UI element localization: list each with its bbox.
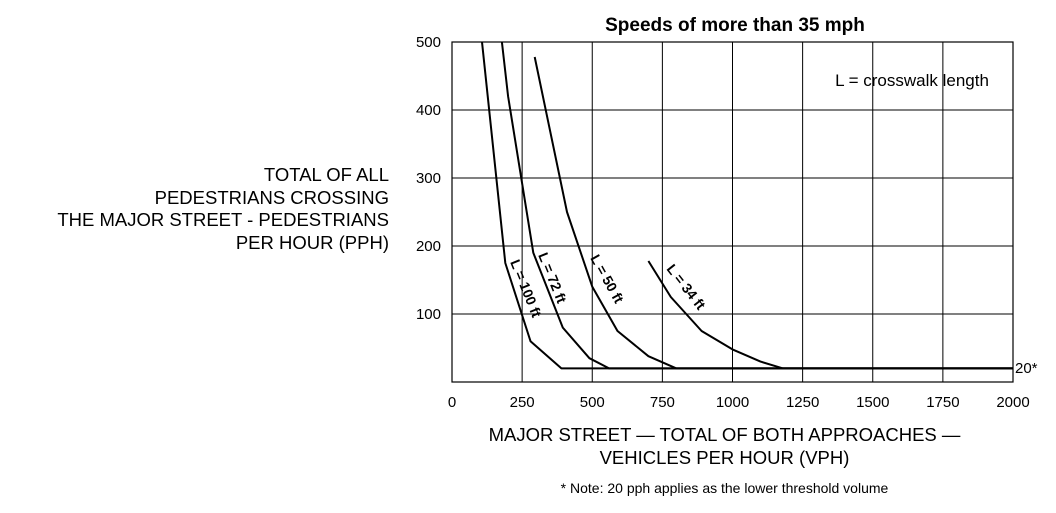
threshold-label: 20* <box>1015 360 1038 377</box>
x-tick-label: 1250 <box>786 394 819 411</box>
series-labels: L = 100 ftL = 72 ft L = 50 ft L = 34 ft <box>507 250 709 320</box>
y-axis-label-line: PEDESTRIANS CROSSING <box>154 186 389 208</box>
series-line-3 <box>647 260 1013 370</box>
y-tick-label: 500 <box>416 34 441 51</box>
x-tick-label: 1000 <box>716 394 749 411</box>
x-axis-label: MAJOR STREET — TOTAL OF BOTH APPROACHES … <box>452 424 997 469</box>
tick-labels: 0 250 500 750 1000 1250 1500 1750 2000 100 200 300 4… <box>416 34 1030 411</box>
y-axis-label-line: TOTAL OF ALL <box>263 164 389 185</box>
y-tick-label: 200 <box>416 238 441 255</box>
series-label-3: L = 34 ft <box>664 261 709 313</box>
y-axis-label-line: THE MAJOR STREET - PEDESTRIANS <box>57 209 389 230</box>
chart-title: Speeds of more than 35 mph <box>605 15 865 36</box>
x-tick-label: 0 <box>448 394 456 411</box>
series-lines <box>481 41 1013 370</box>
x-tick-label: 250 <box>510 394 535 411</box>
x-tick-label: 2000 <box>996 394 1029 411</box>
y-tick-label: 300 <box>416 170 441 187</box>
x-tick-label: 750 <box>650 394 675 411</box>
y-axis-label-line: PER HOUR (PPH) <box>235 231 389 253</box>
x-tick-label: 1750 <box>926 394 959 411</box>
y-tick-label: 400 <box>416 102 441 119</box>
x-axis-label-line: MAJOR STREET — TOTAL OF BOTH APPROACHES … <box>488 424 961 445</box>
series-line-1 <box>500 41 1013 370</box>
footnote: * Note: 20 pph applies as the lower thre… <box>560 480 889 496</box>
series-line-0 <box>481 41 1013 370</box>
y-tick-label: 100 <box>416 306 441 323</box>
legend-note: L = crosswalk length <box>835 71 989 90</box>
y-axis-label: TOTAL OF ALL PEDESTRIANS CROSSING THE MAJO… <box>0 164 389 254</box>
series-label-1: L = 72 ft <box>535 250 570 305</box>
x-tick-label: 500 <box>580 394 605 411</box>
x-axis-label-line: VEHICLES PER HOUR (VPH) <box>599 446 850 468</box>
series-line-2 <box>533 56 1013 370</box>
x-tick-label: 1500 <box>856 394 889 411</box>
grid <box>451 41 1014 383</box>
series-label-2: L = 50 ft <box>587 252 627 306</box>
